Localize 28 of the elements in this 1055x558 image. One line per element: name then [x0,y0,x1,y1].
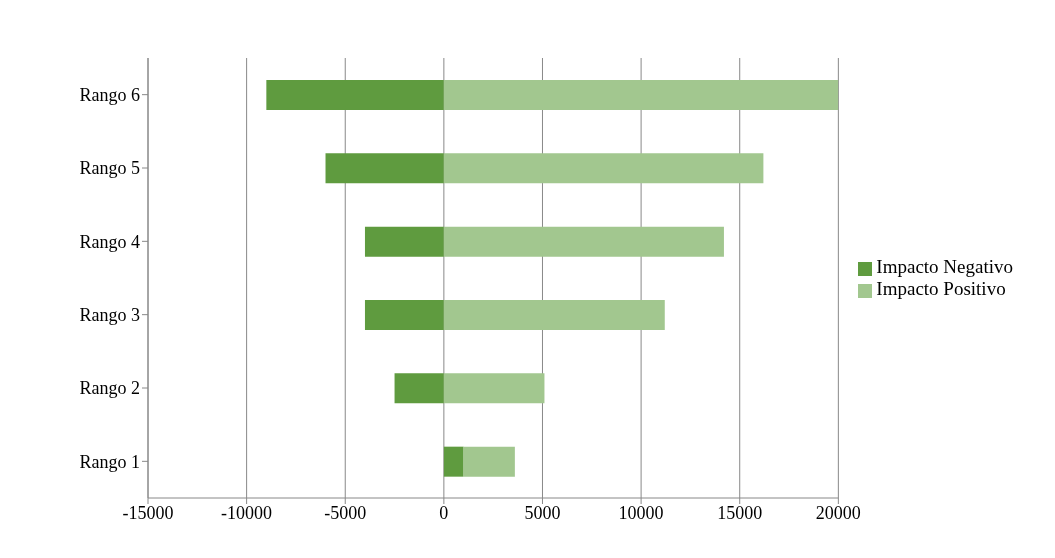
y-tick-label: Rango 1 [79,451,140,472]
bar [325,153,444,184]
bar [443,373,545,404]
bar [443,153,764,184]
bar [364,300,444,330]
bar [463,446,515,477]
x-tick-label: 5000 [524,502,561,523]
bar [364,226,444,257]
x-tick-label: 10000 [618,502,664,523]
y-tick-label: Rango 5 [79,158,140,179]
bar [443,300,665,330]
bar [266,80,444,110]
legend-label: Impacto Positivo [876,278,1006,299]
bar [443,446,464,477]
bar [443,80,839,110]
y-tick-label: Rango 4 [79,231,140,252]
x-tick-label: -5000 [324,502,367,523]
x-tick-label: 0 [439,502,449,523]
x-tick-label: 15000 [717,502,763,523]
y-tick-label: Rango 6 [79,85,140,106]
x-tick-label: 20000 [815,502,861,523]
bar [394,373,444,404]
y-tick-label: Rango 3 [79,305,140,326]
x-tick-label: -15000 [122,502,174,523]
legend-label: Impacto Negativo [876,256,1013,277]
y-tick-label: Rango 2 [79,378,140,399]
bar [443,226,724,257]
x-tick-label: -10000 [221,502,273,523]
